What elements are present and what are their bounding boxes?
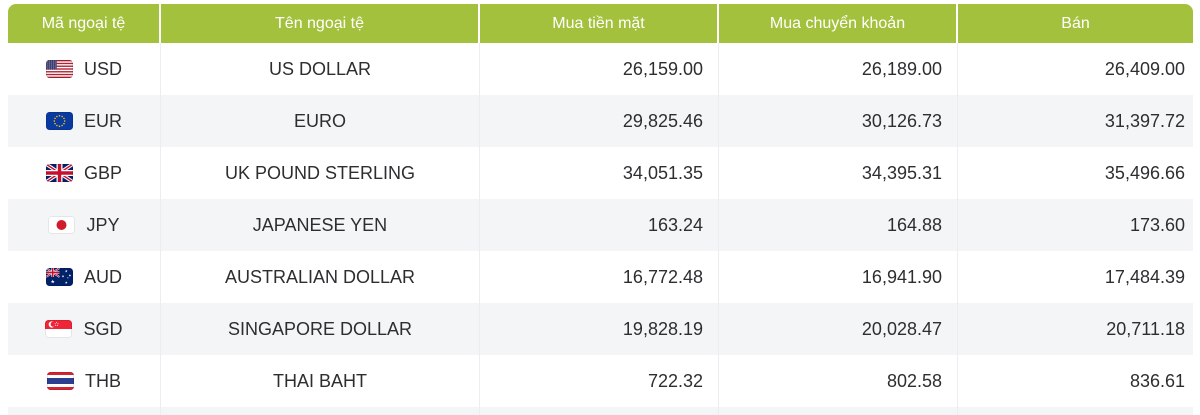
currency-code-label: GBP [83, 162, 122, 183]
currency-name-cell: UK POUND STERLING [161, 147, 480, 199]
flag-gbp-icon [45, 164, 73, 182]
table-row: THB THAI BAHT 722.32 802.58 836.61 [8, 355, 1193, 407]
header-cell-cash-buy: Mua tiền mặt [480, 4, 719, 43]
cash-buy-cell: 34,051.35 [480, 147, 719, 199]
transfer-buy-cell: 802.58 [719, 355, 958, 407]
currency-code-cell: USD [8, 43, 161, 95]
table-row: AUD AUSTRALIAN DOLLAR 16,772.48 16,941.9… [8, 251, 1193, 303]
sell-cell [958, 407, 1193, 415]
table-row: SGD SINGAPORE DOLLAR 19,828.19 20,028.47… [8, 303, 1193, 355]
table-row: EUR EURO 29,825.46 30,126.73 31,397.72 [8, 95, 1193, 147]
currency-code-label: THB [85, 370, 121, 391]
currency-code-label: JPY [86, 214, 120, 235]
header-cell-currency-code: Mã ngoại tệ [8, 4, 161, 43]
table-header-row: Mã ngoại tệ Tên ngoại tệ Mua tiền mặt Mu… [8, 4, 1193, 43]
sell-cell: 836.61 [1129, 370, 1185, 391]
currency-name-cell: US DOLLAR [161, 43, 480, 95]
sell-cell: 173.60 [1129, 214, 1185, 235]
sell-cell: 26,409.00 [1104, 58, 1185, 79]
flag-thb-icon [47, 372, 74, 390]
currency-name-cell: JAPANESE YEN [161, 199, 480, 251]
sell-cell: 35,496.66 [1104, 162, 1185, 183]
transfer-buy-cell: 20,028.47 [719, 303, 958, 355]
exchange-rate-table: Mã ngoại tệ Tên ngoại tệ Mua tiền mặt Mu… [8, 4, 1193, 415]
cash-buy-cell: 26,159.00 [480, 43, 719, 95]
currency-code-cell: EUR [8, 95, 161, 147]
currency-code-cell: AUD [8, 251, 161, 303]
transfer-buy-cell: 34,395.31 [719, 147, 958, 199]
currency-code-label: EUR [83, 110, 122, 131]
flag-jpy-icon [48, 216, 76, 234]
cash-buy-cell: 29,825.46 [480, 95, 719, 147]
transfer-buy-cell: 16,941.90 [719, 251, 958, 303]
currency-name-cell: AUSTRALIAN DOLLAR [161, 251, 480, 303]
sell-cell: 17,484.39 [1104, 266, 1185, 287]
currency-code-cell: JPY [8, 199, 161, 251]
currency-name-cell: THAI BAHT [161, 355, 480, 407]
cash-buy-cell [480, 407, 719, 415]
currency-code-label: USD [83, 58, 122, 79]
cash-buy-cell: 722.32 [480, 355, 719, 407]
table-row: JPY JAPANESE YEN 163.24 164.88 173.60 [8, 199, 1193, 251]
table-row: USD US DOLLAR 26,159.00 26,189.00 26,409… [8, 43, 1193, 95]
flag-eur-icon [45, 112, 73, 130]
table-row [8, 407, 1193, 415]
transfer-buy-cell: 26,189.00 [719, 43, 958, 95]
cash-buy-cell: 163.24 [480, 199, 719, 251]
transfer-buy-cell [719, 407, 958, 415]
transfer-buy-cell: 164.88 [719, 199, 958, 251]
table-row: GBP UK POUND STERLING 34,051.35 34,395.3… [8, 147, 1193, 199]
transfer-buy-cell: 30,126.73 [719, 95, 958, 147]
header-cell-transfer-buy: Mua chuyển khoản [719, 4, 958, 43]
currency-code-cell: GBP [8, 147, 161, 199]
flag-usd-icon [45, 60, 73, 78]
currency-name-cell [161, 407, 480, 415]
header-cell-currency-name: Tên ngoại tệ [161, 4, 480, 43]
currency-code-cell: THB [8, 355, 161, 407]
cash-buy-cell: 19,828.19 [480, 303, 719, 355]
currency-code-cell: SGD [8, 303, 161, 355]
currency-name-cell: EURO [161, 95, 480, 147]
header-cell-sell: Bán [1061, 14, 1090, 32]
currency-code-cell [8, 407, 161, 415]
flag-aud-icon [45, 268, 73, 286]
currency-code-label: AUD [83, 266, 122, 287]
sell-cell: 31,397.72 [1104, 110, 1185, 131]
cash-buy-cell: 16,772.48 [480, 251, 719, 303]
sell-cell: 20,711.18 [1106, 318, 1185, 339]
flag-sgd-icon [45, 320, 73, 338]
currency-name-cell: SINGAPORE DOLLAR [161, 303, 480, 355]
currency-code-label: SGD [83, 318, 123, 339]
